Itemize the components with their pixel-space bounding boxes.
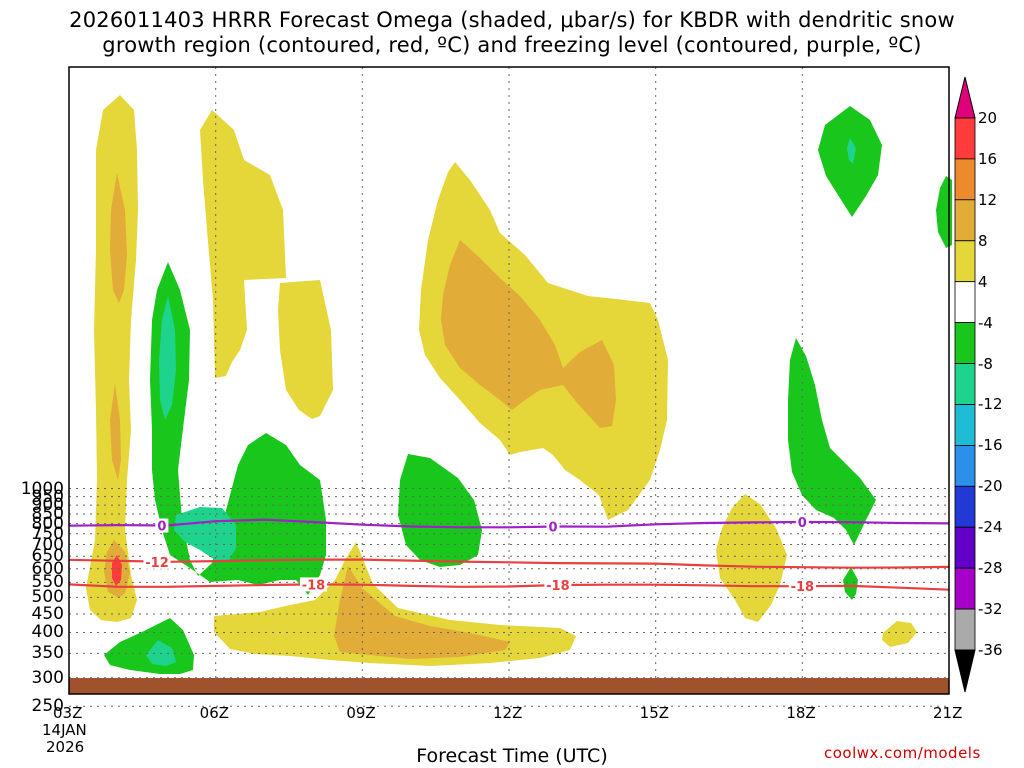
colorbar-swatch: [954, 199, 976, 242]
credit-link[interactable]: coolwx.com/models: [824, 744, 981, 762]
colorbar-top-arrow: [954, 76, 976, 119]
omega-fill-teal-19z-top: [847, 138, 856, 164]
colorbar-tick-label: -24: [978, 518, 1003, 537]
colorbar-tick-label: -12: [978, 395, 1003, 414]
y-tick-label: 850: [31, 504, 64, 525]
colorbar-swatch: [954, 322, 976, 364]
contour-label-bg: [299, 577, 327, 592]
colorbar-swatch: [954, 444, 976, 487]
omega-fill-green-10z: [398, 454, 482, 567]
omega-fill-green-21z-edge: [936, 176, 952, 248]
y-tick-label: 600: [31, 558, 64, 579]
omega-fill-yellow-08z-mid: [278, 280, 333, 419]
x-axis-title: Forecast Time (UTC): [416, 745, 608, 767]
x-tick-label: 15Z: [639, 704, 670, 722]
chart-title-line-2: growth region (contoured, red, ºC) and f…: [102, 33, 922, 57]
colorbar-tick-label: 4: [978, 272, 988, 291]
y-tick-label: 750: [31, 523, 64, 544]
colorbar-tick-label: -36: [978, 641, 1003, 659]
contour-label-bg: [546, 519, 560, 534]
x-tick-label: 12Z: [493, 704, 523, 722]
x-tick-label: 18Z: [786, 704, 816, 722]
colorbar-swatch: [954, 363, 976, 405]
omega-shaded-fills: [86, 95, 952, 674]
omega-fill-orange-03z-mid: [110, 384, 121, 480]
colorbar-swatch: [954, 567, 976, 610]
colorbar-swatch: [954, 240, 976, 283]
omega-fill-orange-12z: [441, 240, 616, 428]
y-tick-label: 950: [31, 486, 64, 507]
omega-fill-yellow-06z-upper: [200, 110, 286, 378]
y-tick-label: 900: [31, 495, 64, 516]
y-tick-label: 700: [31, 534, 64, 555]
colorbar-swatch: [954, 526, 976, 569]
contour-label-bg: [795, 514, 809, 529]
contour-label-bg: [788, 579, 816, 594]
omega-fill-red-03z-low: [112, 555, 122, 586]
colorbar-tick-label: 12: [978, 190, 998, 209]
y-tick-label: 400: [31, 622, 64, 643]
x-tick-label: 06Z: [199, 704, 230, 722]
omega-fill-yellow-03z-column: [86, 95, 138, 622]
colorbar-tick-label: -4: [978, 313, 993, 332]
y-tick-label: 350: [31, 643, 64, 664]
x-tick-label: 03Z: [53, 704, 83, 722]
colorbar-tick-label: -8: [978, 354, 993, 373]
colorbar-tick-label: -28: [978, 559, 1003, 578]
colorbar-swatch: [954, 608, 976, 651]
omega-fill-yellow-low-band: [214, 542, 576, 666]
colorbar-swatch: [954, 117, 976, 160]
y-tick-label: 450: [31, 603, 64, 624]
omega-fill-green-19z-small: [843, 567, 858, 600]
omega-fill-green-18z-mid: [788, 338, 876, 545]
colorbar-tick-label: 16: [978, 149, 998, 168]
omega-fill-yellow-17z: [716, 494, 787, 622]
x-tick-label: 21Z: [933, 704, 963, 722]
omega-fill-teal-05z-upper: [159, 296, 176, 420]
y-tick-label: 300: [31, 667, 64, 688]
colorbar-tick-label: -20: [978, 477, 1003, 496]
colorbar-swatch: [954, 281, 976, 324]
omega-fill-green-05z-bottom: [104, 618, 194, 674]
x-tick-label: 09Z: [346, 704, 376, 722]
colorbar-swatch: [954, 158, 976, 201]
contour-label: -18: [302, 578, 326, 593]
colorbar-swatch: [954, 404, 976, 446]
contour-label-bg: [155, 518, 169, 533]
colorbar-tick-label: 20: [978, 109, 998, 127]
colorbar-bottom-arrow: [954, 649, 976, 693]
omega-fill-yellow-20z-small: [882, 621, 917, 647]
contour-label: 0: [157, 520, 166, 535]
contour-label: 0: [548, 521, 557, 536]
y-tick-label: 1000: [20, 478, 64, 499]
date-label-day: 14JAN: [42, 721, 87, 739]
omega-colorbar: [954, 76, 976, 693]
contour-label-bg: [544, 578, 572, 593]
contour-label: -18: [791, 580, 815, 595]
surface-ground: [69, 678, 949, 694]
y-tick-label: 550: [31, 572, 64, 593]
y-tick-label: 500: [31, 587, 64, 608]
contour-label: 0: [798, 516, 807, 531]
plot-frame: [68, 66, 950, 695]
y-tick-label: 650: [31, 546, 64, 567]
y-tick-label: 800: [31, 513, 64, 534]
omega-fill-green-05z-column: [150, 262, 326, 595]
colorbar-swatch: [954, 485, 976, 528]
contour-label: -18: [546, 579, 570, 594]
temperature-contours: -18 -18 -18 -12 0 0 0: [68, 514, 950, 595]
y-tick-label: 250: [31, 696, 64, 717]
date-label-year: 2026: [46, 738, 85, 756]
contour-line--12: [68, 558, 950, 569]
chart-title-line-1: 2026011403 HRRR Forecast Omega (shaded, …: [69, 8, 955, 32]
omega-fill-orange-low-band: [334, 566, 510, 659]
omega-fill-green-19z-top: [818, 106, 882, 217]
omega-fill-orange-03z-upper: [110, 173, 127, 303]
contour-label: -12: [145, 556, 169, 571]
colorbar-tick-label: 8: [978, 231, 988, 250]
colorbar-tick-label: -16: [978, 436, 1003, 455]
colorbar-tick-label: -32: [978, 600, 1003, 619]
contour-label-bg: [143, 554, 171, 569]
